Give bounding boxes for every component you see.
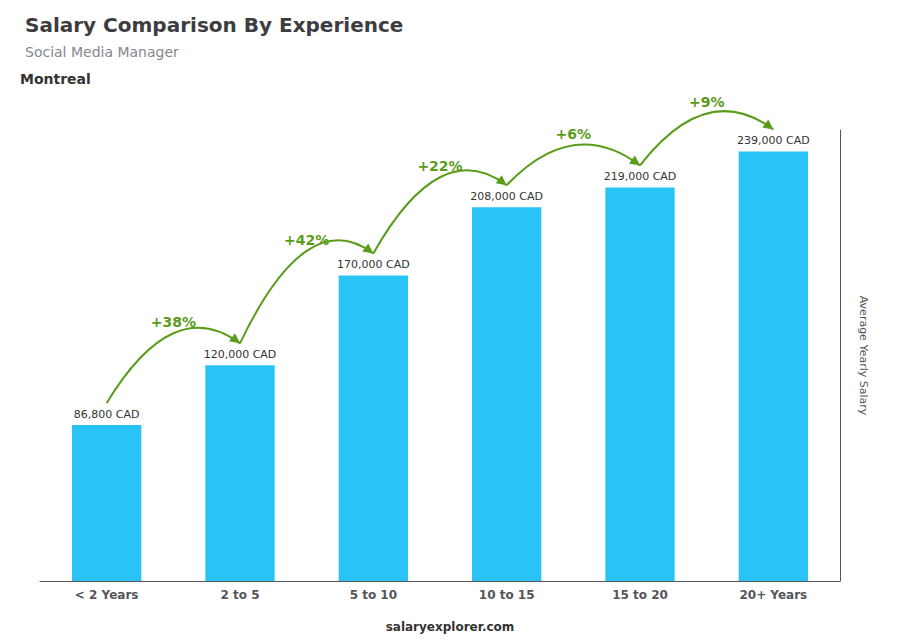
svg-text:Montreal: Montreal <box>20 71 91 87</box>
svg-text:+6%: +6% <box>556 126 592 142</box>
svg-text:salaryexplorer.com: salaryexplorer.com <box>386 620 515 634</box>
svg-text:2 to 5: 2 to 5 <box>220 588 259 602</box>
svg-text:86,800 CAD: 86,800 CAD <box>74 408 140 421</box>
svg-text:+9%: +9% <box>689 94 725 110</box>
svg-text:170,000 CAD: 170,000 CAD <box>337 258 410 271</box>
svg-text:15 to 20: 15 to 20 <box>612 588 668 602</box>
svg-text:Salary Comparison By Experienc: Salary Comparison By Experience <box>25 13 403 37</box>
svg-text:5 to 10: 5 to 10 <box>350 588 397 602</box>
svg-text:239,000 CAD: 239,000 CAD <box>737 134 810 147</box>
svg-text:Social Media Manager: Social Media Manager <box>25 44 179 60</box>
svg-text:+38%: +38% <box>151 314 196 330</box>
svg-text:20+ Years: 20+ Years <box>739 588 807 602</box>
svg-text:+22%: +22% <box>417 158 462 174</box>
svg-text:10 to 15: 10 to 15 <box>479 588 535 602</box>
svg-text:< 2 Years: < 2 Years <box>75 588 139 602</box>
svg-text:120,000 CAD: 120,000 CAD <box>204 348 277 361</box>
svg-text:+42%: +42% <box>284 232 329 248</box>
svg-text:Average Yearly Salary: Average Yearly Salary <box>857 296 870 416</box>
svg-text:219,000 CAD: 219,000 CAD <box>604 170 677 183</box>
svg-text:208,000 CAD: 208,000 CAD <box>470 190 543 203</box>
